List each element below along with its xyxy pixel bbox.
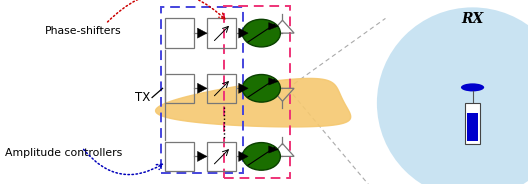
Polygon shape (269, 146, 278, 153)
Polygon shape (269, 78, 278, 85)
Polygon shape (197, 28, 207, 38)
Polygon shape (239, 28, 248, 38)
Polygon shape (269, 23, 278, 30)
Bar (465, 103, 480, 144)
Bar (207, 18, 236, 48)
Bar (207, 142, 236, 171)
Text: Phase-shifters: Phase-shifters (45, 26, 121, 36)
Ellipse shape (242, 75, 280, 102)
Ellipse shape (377, 7, 528, 184)
Bar (467, 113, 478, 141)
Bar (165, 142, 194, 171)
Polygon shape (197, 151, 207, 162)
Bar (165, 74, 194, 103)
Ellipse shape (242, 143, 280, 170)
Polygon shape (197, 83, 207, 93)
Text: Amplitude controllers: Amplitude controllers (5, 148, 122, 158)
Text: RX: RX (461, 12, 484, 26)
Polygon shape (239, 83, 248, 93)
Polygon shape (239, 151, 248, 162)
Text: TX: TX (135, 91, 150, 104)
Bar (207, 74, 236, 103)
Bar (165, 18, 194, 48)
Polygon shape (156, 78, 351, 127)
Ellipse shape (242, 19, 280, 47)
Circle shape (461, 83, 484, 91)
